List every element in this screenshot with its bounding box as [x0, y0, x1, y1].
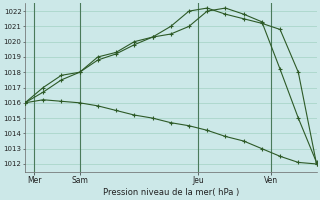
X-axis label: Pression niveau de la mer( hPa ): Pression niveau de la mer( hPa )	[103, 188, 239, 197]
